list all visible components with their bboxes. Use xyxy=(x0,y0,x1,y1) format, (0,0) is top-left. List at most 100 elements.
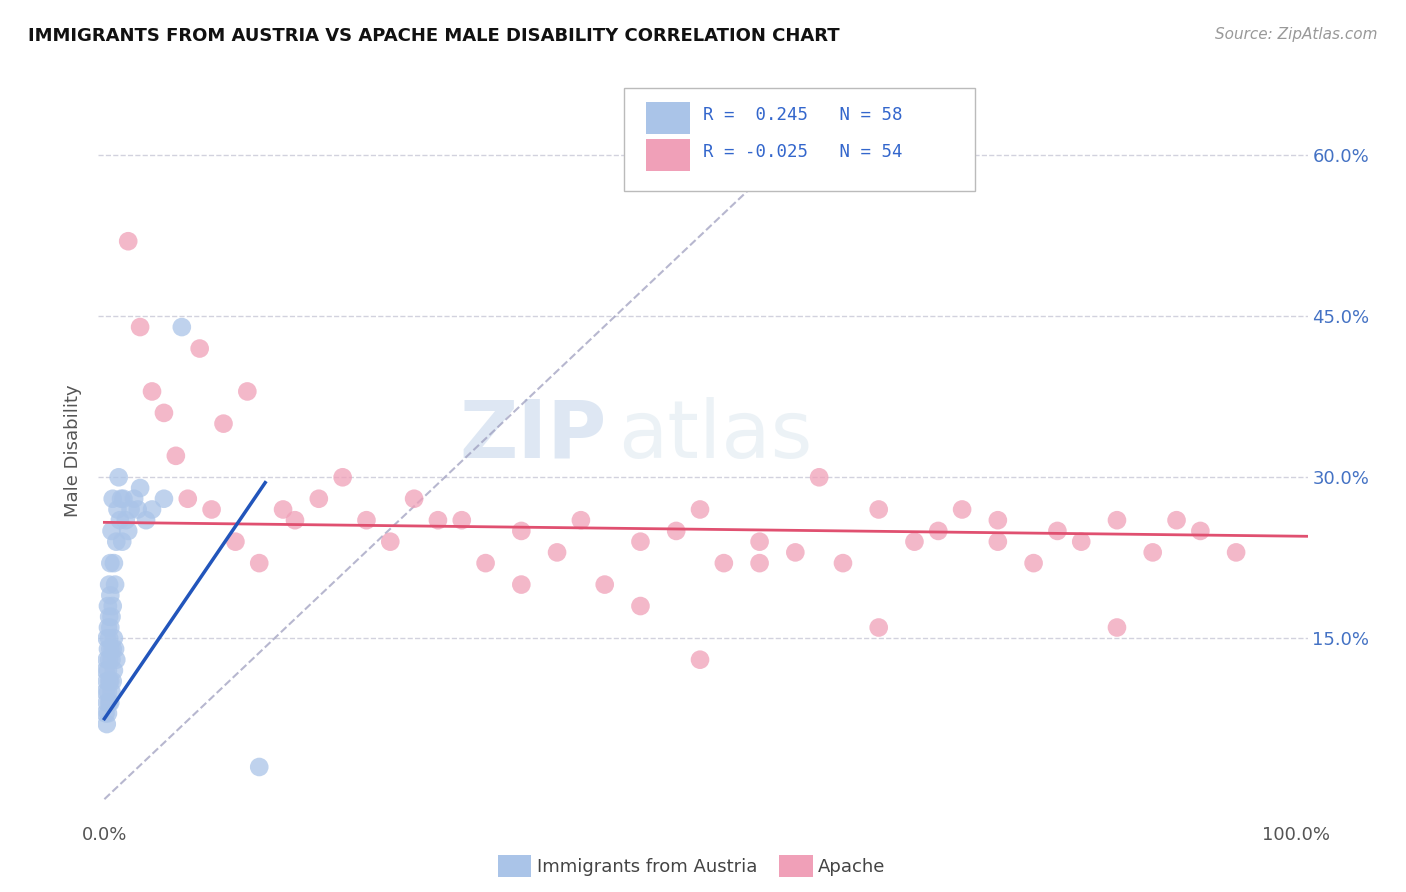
Point xyxy=(1105,620,1128,634)
Point xyxy=(110,491,132,506)
Text: R =  0.245   N = 58: R = 0.245 N = 58 xyxy=(703,106,903,124)
Point xyxy=(868,502,890,516)
Point xyxy=(1225,545,1247,559)
Text: Source: ZipAtlas.com: Source: ZipAtlas.com xyxy=(1215,27,1378,42)
Point xyxy=(236,384,259,399)
Point xyxy=(104,577,127,591)
Point xyxy=(630,534,652,549)
Point xyxy=(105,534,128,549)
Point xyxy=(101,642,124,657)
Point xyxy=(153,491,176,506)
Point xyxy=(97,642,120,657)
Point xyxy=(98,696,121,710)
Point xyxy=(129,320,152,334)
Point xyxy=(141,384,163,399)
Point xyxy=(103,664,125,678)
Point xyxy=(103,556,125,570)
Point xyxy=(98,696,121,710)
Point xyxy=(96,717,118,731)
Point xyxy=(153,406,176,420)
Point xyxy=(380,534,402,549)
Point xyxy=(450,513,472,527)
Point xyxy=(100,609,122,624)
Point xyxy=(713,556,735,570)
Point xyxy=(1022,556,1045,570)
Point xyxy=(808,470,831,484)
Point xyxy=(510,524,533,538)
Point xyxy=(1105,513,1128,527)
Point xyxy=(1070,534,1092,549)
Point xyxy=(546,545,568,559)
Point xyxy=(97,599,120,613)
Point xyxy=(96,632,118,646)
Point xyxy=(98,609,121,624)
Point xyxy=(748,556,770,570)
Point xyxy=(135,513,157,527)
Point xyxy=(105,653,128,667)
Point xyxy=(98,642,121,657)
Point xyxy=(103,632,125,646)
Point xyxy=(510,577,533,591)
Point xyxy=(212,417,235,431)
Point xyxy=(100,653,122,667)
Point xyxy=(97,706,120,721)
Point xyxy=(165,449,187,463)
Point xyxy=(97,685,120,699)
Point xyxy=(987,513,1010,527)
Point xyxy=(107,470,129,484)
Point xyxy=(689,653,711,667)
Point xyxy=(785,545,807,559)
Point xyxy=(271,502,294,516)
Point xyxy=(832,556,855,570)
Point xyxy=(141,502,163,516)
Text: Immigrants from Austria: Immigrants from Austria xyxy=(537,858,758,876)
Point xyxy=(170,320,193,334)
Point xyxy=(356,513,378,527)
Point xyxy=(98,588,121,602)
Point xyxy=(200,502,222,516)
Point xyxy=(630,599,652,613)
Point xyxy=(98,632,121,646)
Point xyxy=(593,577,616,591)
Point xyxy=(569,513,592,527)
Point xyxy=(96,653,118,667)
Point xyxy=(94,685,117,699)
Point xyxy=(101,599,124,613)
Point xyxy=(104,642,127,657)
Point xyxy=(247,760,270,774)
Point xyxy=(689,502,711,516)
Point xyxy=(284,513,307,527)
Point xyxy=(868,620,890,634)
Point xyxy=(1142,545,1164,559)
Y-axis label: Male Disability: Male Disability xyxy=(65,384,83,516)
Point xyxy=(129,481,152,495)
Point xyxy=(98,674,121,689)
Point xyxy=(101,674,124,689)
FancyBboxPatch shape xyxy=(647,139,690,170)
Point xyxy=(101,491,124,506)
Point xyxy=(247,556,270,570)
Point xyxy=(1046,524,1069,538)
Point xyxy=(120,502,142,516)
Point xyxy=(404,491,426,506)
Point xyxy=(97,664,120,678)
Point xyxy=(1166,513,1188,527)
Point xyxy=(117,524,139,538)
Point xyxy=(987,534,1010,549)
Point xyxy=(748,534,770,549)
Point xyxy=(107,502,129,516)
Point xyxy=(98,620,121,634)
Point xyxy=(100,524,122,538)
Point xyxy=(1189,524,1212,538)
Point xyxy=(112,491,135,506)
Point xyxy=(100,685,122,699)
Point xyxy=(177,491,200,506)
Point xyxy=(98,674,121,689)
Point xyxy=(224,534,246,549)
FancyBboxPatch shape xyxy=(647,103,690,134)
Point xyxy=(117,234,139,248)
Point xyxy=(94,664,117,678)
Point xyxy=(332,470,354,484)
Point xyxy=(114,513,136,527)
Point xyxy=(665,524,688,538)
